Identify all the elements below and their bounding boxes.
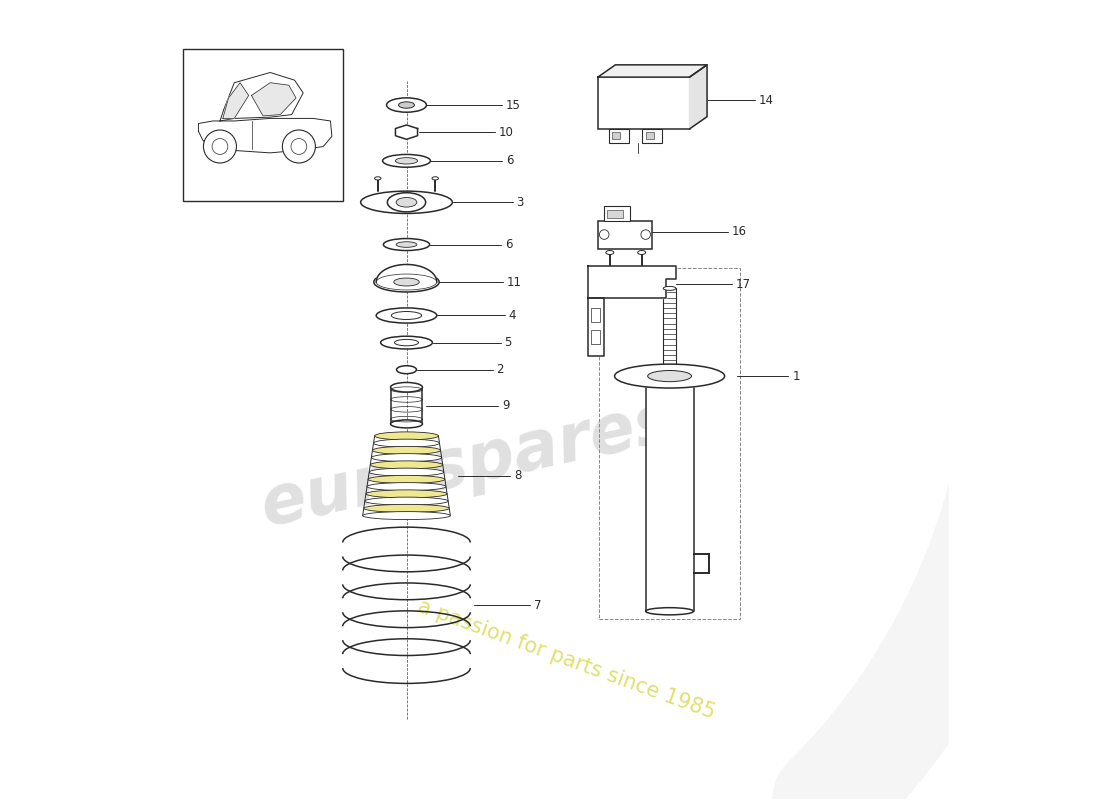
Ellipse shape — [374, 439, 440, 447]
Ellipse shape — [366, 490, 447, 498]
Ellipse shape — [396, 366, 417, 374]
Bar — [597, 221, 652, 249]
Ellipse shape — [381, 336, 432, 349]
Ellipse shape — [376, 308, 437, 323]
Bar — [591, 307, 601, 322]
Polygon shape — [646, 388, 693, 611]
Polygon shape — [597, 65, 707, 77]
Text: 5: 5 — [505, 336, 512, 349]
Ellipse shape — [361, 191, 452, 214]
Bar — [604, 206, 629, 221]
Text: 6: 6 — [506, 154, 514, 167]
Bar — [613, 132, 620, 139]
Ellipse shape — [396, 242, 417, 247]
Text: 6: 6 — [505, 238, 513, 251]
Text: 3: 3 — [517, 196, 524, 209]
Ellipse shape — [395, 339, 418, 346]
Ellipse shape — [615, 364, 725, 388]
Circle shape — [283, 130, 316, 163]
Text: 10: 10 — [499, 126, 514, 138]
Ellipse shape — [432, 177, 439, 180]
Polygon shape — [223, 82, 249, 118]
Text: 14: 14 — [759, 94, 774, 107]
Ellipse shape — [370, 468, 443, 476]
Ellipse shape — [373, 446, 441, 454]
Polygon shape — [690, 65, 707, 129]
Bar — [646, 132, 653, 139]
Ellipse shape — [368, 475, 444, 483]
Ellipse shape — [384, 238, 430, 250]
Polygon shape — [252, 82, 296, 116]
Ellipse shape — [390, 382, 422, 392]
Polygon shape — [588, 298, 604, 356]
Ellipse shape — [386, 98, 427, 112]
Ellipse shape — [387, 193, 426, 212]
Text: 16: 16 — [732, 226, 747, 238]
Text: 11: 11 — [507, 275, 521, 289]
Text: 9: 9 — [503, 399, 509, 412]
Text: 1: 1 — [792, 370, 800, 382]
Bar — [600, 269, 739, 619]
Polygon shape — [376, 265, 437, 282]
Text: 17: 17 — [736, 278, 751, 291]
Ellipse shape — [364, 504, 449, 512]
Bar — [184, 50, 343, 201]
Text: a passion for parts since 1985: a passion for parts since 1985 — [415, 596, 717, 722]
Ellipse shape — [383, 154, 430, 167]
Bar — [607, 210, 624, 218]
Ellipse shape — [372, 454, 442, 462]
Ellipse shape — [390, 420, 422, 428]
Ellipse shape — [398, 102, 415, 108]
Ellipse shape — [371, 461, 442, 469]
Text: eurospares: eurospares — [255, 388, 681, 540]
Ellipse shape — [606, 250, 614, 254]
Polygon shape — [396, 125, 418, 139]
Circle shape — [641, 230, 650, 239]
Ellipse shape — [365, 497, 448, 505]
Text: 4: 4 — [508, 309, 516, 322]
Ellipse shape — [648, 370, 692, 382]
Ellipse shape — [392, 311, 421, 319]
Text: 2: 2 — [496, 363, 504, 376]
Polygon shape — [588, 266, 676, 298]
Ellipse shape — [374, 272, 439, 292]
Ellipse shape — [396, 198, 417, 207]
Text: 7: 7 — [535, 598, 541, 612]
Circle shape — [204, 130, 236, 163]
Ellipse shape — [663, 286, 676, 290]
Bar — [597, 77, 690, 129]
Ellipse shape — [375, 432, 439, 440]
Ellipse shape — [394, 278, 419, 286]
Polygon shape — [198, 118, 332, 153]
Bar — [591, 330, 601, 344]
Polygon shape — [220, 73, 304, 121]
Ellipse shape — [363, 512, 450, 519]
Bar — [642, 129, 662, 143]
Bar — [609, 129, 629, 143]
Ellipse shape — [375, 177, 381, 180]
Ellipse shape — [646, 608, 693, 615]
Ellipse shape — [638, 250, 646, 254]
Circle shape — [600, 230, 609, 239]
Ellipse shape — [367, 482, 446, 490]
Ellipse shape — [395, 158, 418, 164]
Text: 8: 8 — [514, 470, 521, 482]
Text: 15: 15 — [506, 98, 521, 111]
